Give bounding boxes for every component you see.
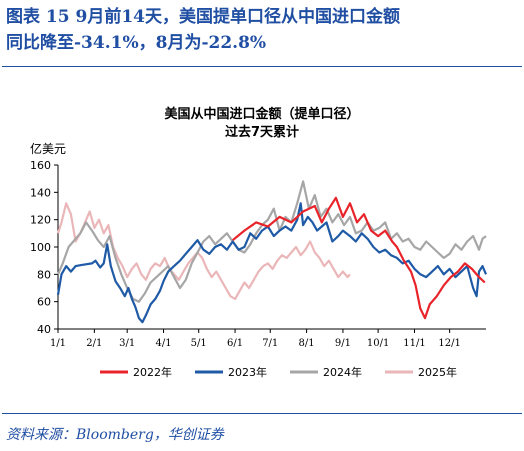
y-axis-label: 亿美元 — [30, 141, 66, 156]
x-tick-label: 2/1 — [86, 338, 102, 349]
figure-title-line2: 同比降至-34.1%，8月为-22.8% — [6, 33, 267, 53]
y-axis: 40 60 80 100 120 140 160 — [30, 159, 59, 336]
series-line-2024年 — [56, 180, 487, 303]
series-group — [56, 180, 488, 324]
x-tick-label: 6/1 — [227, 338, 243, 349]
x-tick-label: 4/1 — [155, 338, 171, 349]
legend-label: 2024年 — [323, 365, 362, 379]
figure-title: 图表 15 9月前14天，美国提单口径从中国进口金额 同比降至-34.1%，8月… — [6, 4, 518, 56]
series-line-2025年 — [56, 202, 351, 300]
x-tick-label: 9/1 — [335, 338, 351, 349]
x-tick-label: 10/1 — [367, 338, 389, 349]
x-axis: 1/1 2/1 3/1 4/1 5/1 6/1 7/1 8/1 9/1 10/1 11/1 12/1 — [50, 328, 486, 349]
source-note: 资料来源：Bloomberg，华创证券 — [6, 427, 224, 443]
y-tick-label: 140 — [30, 186, 51, 199]
y-tick-label: 60 — [37, 296, 51, 309]
legend: 2022年 2023年 2024年 2025年 — [100, 365, 457, 379]
chart-subtitle: 过去7天累计 — [225, 124, 299, 140]
series-line-2022年 — [232, 196, 486, 320]
legend-label: 2023年 — [228, 365, 267, 379]
y-tick-label: 100 — [30, 241, 51, 254]
y-tick-label: 120 — [30, 214, 51, 227]
chart-title: 美国从中国进口金额（提单口径） — [164, 106, 359, 122]
series-line-2023年 — [56, 202, 488, 324]
x-tick-label: 7/1 — [262, 338, 278, 349]
figure-title-line1: 图表 15 9月前14天，美国提单口径从中国进口金额 — [6, 7, 400, 27]
y-tick-label: 40 — [37, 323, 51, 336]
x-tick-label: 12/1 — [438, 338, 460, 349]
x-tick-label: 3/1 — [119, 338, 135, 349]
legend-label: 2025年 — [418, 365, 457, 379]
x-tick-label: 5/1 — [191, 338, 207, 349]
x-tick-label: 11/1 — [403, 338, 425, 349]
top-rule — [2, 66, 522, 67]
x-tick-label: 1/1 — [50, 338, 66, 349]
x-tick-label: 8/1 — [299, 338, 315, 349]
y-tick-label: 80 — [37, 268, 51, 281]
legend-label: 2022年 — [133, 365, 172, 379]
bottom-rule — [2, 413, 522, 414]
y-tick-label: 160 — [30, 159, 51, 172]
